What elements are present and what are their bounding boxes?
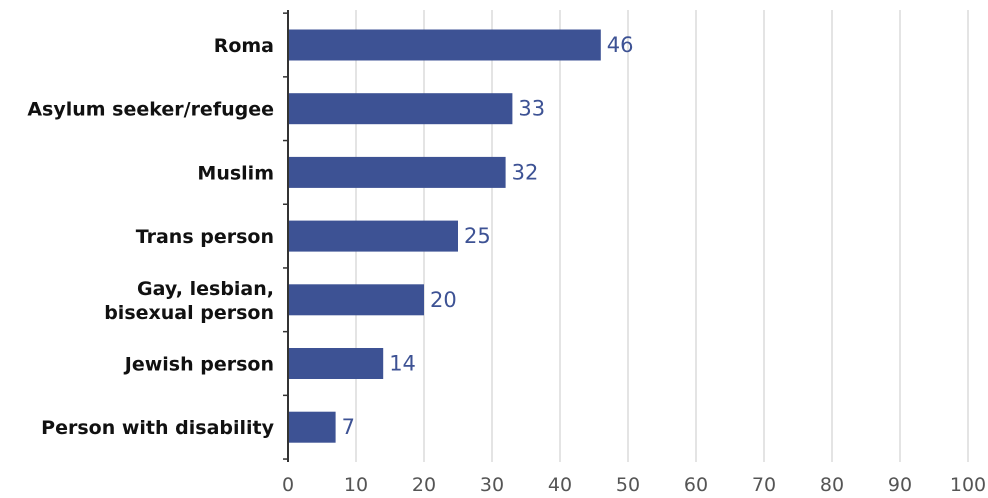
bar-1 <box>288 93 513 125</box>
x-tick-label-0: 0 <box>282 474 294 496</box>
value-label-1: 33 <box>518 97 545 121</box>
category-label-line: Person with disability <box>41 417 274 439</box>
bar-0 <box>288 29 601 61</box>
bar-6 <box>288 411 336 443</box>
x-tick-label-40: 40 <box>548 474 572 496</box>
category-label-1: Asylum seeker/refugee <box>27 99 274 121</box>
gridlines <box>355 10 969 462</box>
category-label-line: Trans person <box>136 226 274 248</box>
x-tick-label-20: 20 <box>412 474 436 496</box>
bars <box>288 29 601 443</box>
category-label-line: Asylum seeker/refugee <box>27 99 274 121</box>
value-label-0: 46 <box>607 33 634 57</box>
category-label-line: Roma <box>214 35 274 57</box>
bar-2 <box>288 156 506 188</box>
value-label-3: 25 <box>464 224 491 248</box>
bar-3 <box>288 220 458 252</box>
x-tick-label-30: 30 <box>480 474 504 496</box>
bar-5 <box>288 348 384 379</box>
category-label-4: Gay, lesbian, bisexual person <box>104 278 274 324</box>
value-label-5: 14 <box>389 352 416 376</box>
category-label-5: Jewish person <box>123 354 274 376</box>
value-label-6: 7 <box>342 415 355 439</box>
category-label-line: bisexual person <box>104 302 274 324</box>
category-label-line: Gay, lesbian, <box>137 278 274 300</box>
x-tick-label-80: 80 <box>820 474 844 496</box>
category-label-6: Person with disability <box>41 417 274 439</box>
category-label-0: Roma <box>214 35 274 57</box>
x-tick-label-60: 60 <box>684 474 708 496</box>
x-tick-label-100: 100 <box>950 474 986 496</box>
value-label-2: 32 <box>512 160 539 184</box>
category-label-2: Muslim <box>197 162 274 184</box>
axes <box>283 10 289 462</box>
category-label-line: Muslim <box>197 162 274 184</box>
value-label-4: 20 <box>430 288 457 312</box>
category-label-line: Jewish person <box>123 354 274 376</box>
x-tick-label-50: 50 <box>616 474 640 496</box>
bar-4 <box>288 284 424 316</box>
x-tick-label-10: 10 <box>344 474 368 496</box>
category-label-3: Trans person <box>136 226 274 248</box>
labels: 0 10 20 30 40 50 60 70 80 90 100 46 Roma 33 Asylum see… <box>27 33 986 496</box>
x-tick-label-70: 70 <box>752 474 776 496</box>
x-tick-label-90: 90 <box>888 474 912 496</box>
